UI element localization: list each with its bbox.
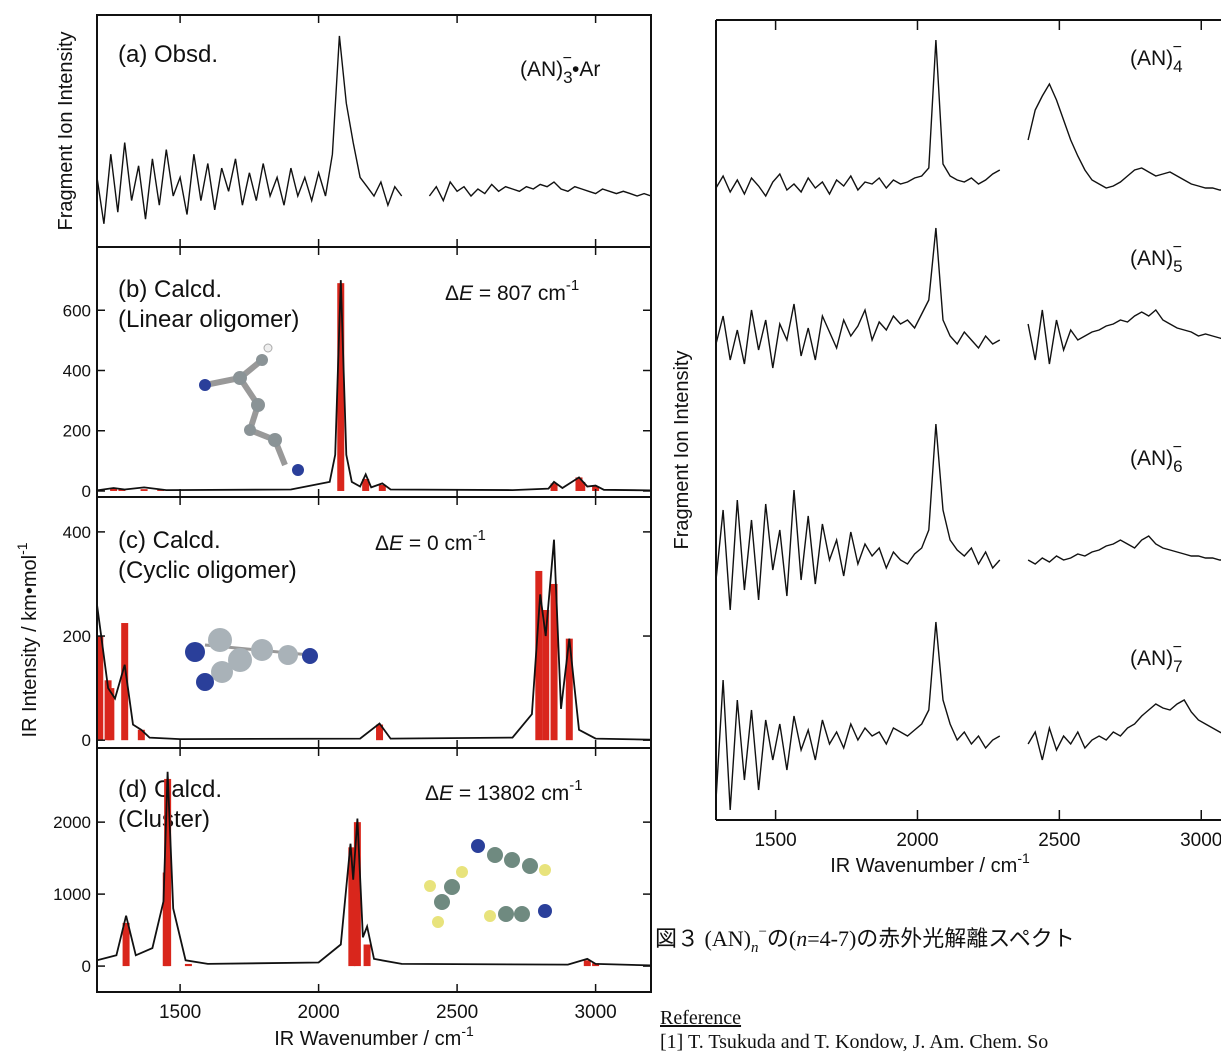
label-text: (AN): [1130, 447, 1173, 470]
label-text: (Linear oligomer): [118, 306, 299, 333]
label-sup: −: [1173, 439, 1182, 456]
y-tick-label: 1000: [53, 885, 91, 904]
molecule-linear: [199, 344, 304, 476]
panel-label: (b) Calcd.: [118, 276, 222, 303]
label-sub: 6: [1173, 457, 1182, 476]
label-sub: 7: [1173, 657, 1182, 676]
figure: (a) Obsd. (AN)3−•Ar Fragment Ion Intensi…: [0, 0, 1221, 1052]
x-tick-label: 2000: [896, 830, 938, 851]
y-tick-label: 0: [82, 957, 91, 976]
label-sup: −: [563, 50, 572, 67]
stick: [364, 944, 371, 966]
label-sup: −: [1173, 239, 1182, 256]
molecule-cluster: [424, 839, 552, 928]
series-label: (AN)4−: [1130, 39, 1183, 76]
energy-label: ΔE = 807 cm-1: [445, 277, 579, 305]
series-label: (AN)6−: [1130, 439, 1183, 476]
label-text: •Ar: [572, 58, 600, 81]
label-text: IR Wavenumber / cm: [274, 1028, 461, 1050]
panel-sublabel: (Cluster): [118, 806, 210, 833]
label-sup: -1: [473, 527, 486, 544]
label-text: E: [389, 532, 404, 555]
caption-sup: −: [758, 924, 766, 940]
stick: [185, 964, 192, 966]
caption-text: の(: [767, 926, 796, 951]
x-axis-label: IR Wavenumber / cm-1: [830, 850, 1030, 877]
label-text: (Cluster): [118, 806, 210, 833]
y-tick-label: 200: [63, 627, 91, 646]
figure-caption: 図３ (AN)n−の(n=4-7)の赤外光解離スペクト: [655, 924, 1075, 956]
y-tick-label: 600: [63, 301, 91, 320]
label-text: (a) Obsd.: [118, 41, 218, 68]
x-tick-label: 1500: [159, 1002, 201, 1023]
label-sup: −: [1173, 39, 1182, 56]
y-tick-label: 400: [63, 523, 91, 542]
panel-sublabel: (Cyclic oligomer): [118, 557, 297, 584]
label-sup: -1: [14, 542, 30, 555]
label-sub: 4: [1173, 57, 1182, 76]
stick: [141, 489, 148, 491]
label-text: (b) Calcd.: [118, 276, 222, 303]
x-tick-label: 2000: [297, 1002, 339, 1023]
label-text: Reference: [660, 1007, 741, 1029]
caption-text: =4-7)の赤外光解離スペクト: [807, 926, 1075, 951]
label-text: = 13802 cm: [453, 782, 569, 805]
species-label: (AN)3−•Ar: [520, 50, 600, 87]
label-text: (c) Calcd.: [118, 527, 221, 554]
energy-label: ΔE = 13802 cm-1: [425, 777, 583, 805]
series-label: (AN)7−: [1130, 639, 1183, 676]
label-text: Fragment Ion Intensity: [671, 351, 693, 550]
panel-sublabel: (Linear oligomer): [118, 306, 299, 333]
label-text: (AN): [1130, 647, 1173, 670]
label-sup: −: [1173, 639, 1182, 656]
label-text: (Cyclic oligomer): [118, 557, 297, 584]
label-text: Δ: [375, 532, 389, 555]
label-sup: -1: [461, 1023, 474, 1039]
label-text: (AN): [520, 58, 563, 81]
reference-heading: Reference: [660, 1007, 741, 1029]
label-text: (AN): [1130, 247, 1173, 270]
label-text: [1] T. Tsukuda and T. Kondow, J. Am. Che…: [660, 1031, 1048, 1052]
reference-entry: [1] T. Tsukuda and T. Kondow, J. Am. Che…: [660, 1031, 1048, 1052]
label-text: Fragment Ion Intensity: [55, 32, 77, 231]
x-tick-label: 2500: [1038, 830, 1080, 851]
x-tick-label: 3000: [574, 1002, 616, 1023]
x-tick-label: 3000: [1180, 830, 1221, 851]
x-tick-label: 1500: [754, 830, 796, 851]
label-text: Δ: [445, 282, 459, 305]
y-axis-label: Fragment Ion Intensity: [671, 351, 693, 550]
molecule-cyclic: [185, 628, 318, 691]
label-text: (AN): [1130, 47, 1173, 70]
panel-label: (a) Obsd.: [118, 41, 218, 68]
label-text: E: [459, 282, 474, 305]
y-tick-label: 400: [63, 361, 91, 380]
caption-sub: n: [751, 940, 759, 956]
label-text: E: [439, 782, 454, 805]
energy-label: ΔE = 0 cm-1: [375, 527, 486, 555]
stick: [337, 283, 344, 491]
label-text: IR Intensity / km•mol: [19, 555, 41, 738]
label-text: Δ: [425, 782, 439, 805]
y-axis-label: Fragment Ion Intensity: [55, 32, 77, 231]
y-axis-label: IR Intensity / km•mol-1: [14, 542, 41, 737]
label-sup: -1: [566, 277, 579, 294]
y-tick-label: 200: [63, 422, 91, 441]
x-tick-label: 2500: [436, 1002, 478, 1023]
series-label: (AN)5−: [1130, 239, 1183, 276]
caption-text: 図３ (AN): [655, 926, 751, 951]
label-text: IR Wavenumber / cm: [830, 855, 1017, 877]
label-sup: -1: [569, 777, 582, 794]
y-tick-label: 0: [82, 482, 91, 501]
y-tick-label: 2000: [53, 813, 91, 832]
label-text: = 0 cm: [403, 532, 472, 555]
caption-text: n: [796, 926, 807, 951]
x-axis-label: IR Wavenumber / cm-1: [274, 1023, 474, 1050]
label-sup: -1: [1017, 850, 1030, 866]
panel-label: (c) Calcd.: [118, 527, 221, 554]
label-text: = 807 cm: [473, 282, 566, 305]
label-sub: 5: [1173, 257, 1182, 276]
y-tick-label: 0: [82, 731, 91, 750]
